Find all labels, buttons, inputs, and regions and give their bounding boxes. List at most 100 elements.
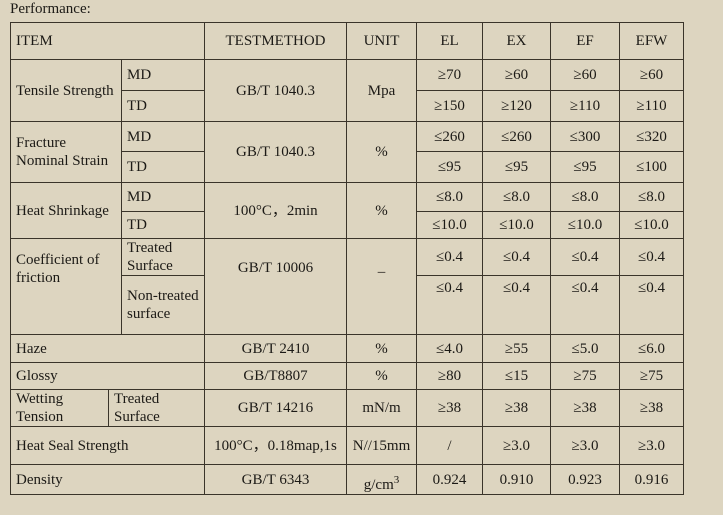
performance-table: ITEM TESTMETHOD UNIT EL EX EF EFW Tensil… xyxy=(10,22,684,495)
value-cell: ≤320 xyxy=(619,121,684,152)
value-cell: 0.924 xyxy=(416,464,483,495)
header-unit: UNIT xyxy=(346,22,417,60)
value-cell: ≥70 xyxy=(416,59,483,91)
test-method: 100°C，2min xyxy=(204,182,347,239)
value-cell: ≥38 xyxy=(482,389,551,427)
unit-base: g/cm xyxy=(363,477,394,493)
value-cell: ≥60 xyxy=(550,59,620,91)
section-caption: Performance: xyxy=(10,1,91,17)
value-cell: ≥120 xyxy=(482,90,551,122)
value-cell: ≥60 xyxy=(482,59,551,91)
value-cell: ≥3.0 xyxy=(619,426,684,465)
table-row: Heat Shrinkage MD 100°C，2min % ≤8.0 ≤8.0… xyxy=(10,182,684,239)
sub-label: TD xyxy=(121,90,205,122)
test-method: GB/T 14216 xyxy=(204,389,347,427)
test-method: 100°C，0.18map,1s xyxy=(204,426,347,465)
value-cell: ≥150 xyxy=(416,90,483,122)
header-method: TESTMETHOD xyxy=(204,22,347,60)
header-grade-ex: EX xyxy=(482,22,551,60)
table-row: Haze GB/T 2410 % ≤4.0 ≥55 ≤5.0 ≤6.0 xyxy=(10,334,684,363)
table-row: Density GB/T 6343 g/cm3 0.924 0.910 0.92… xyxy=(10,464,684,495)
value-cell: ≤0.4 xyxy=(619,275,684,335)
table-row: TD ≤10.0 ≤10.0 ≤10.0 ≤10.0 xyxy=(11,211,684,239)
value-cell: ≥38 xyxy=(550,389,620,427)
header-grade-efw: EFW xyxy=(619,22,684,60)
test-method: GB/T 1040.3 xyxy=(204,121,347,183)
test-method: GB/T8807 xyxy=(204,362,347,390)
sub-label: MD xyxy=(121,182,205,212)
value-cell: ≤0.4 xyxy=(550,275,620,335)
header-row: ITEM TESTMETHOD UNIT EL EX EF EFW xyxy=(10,22,684,60)
table-row: Fracture Nominal Strain MD GB/T 1040.3 %… xyxy=(10,121,684,183)
table-row: Glossy GB/T8807 % ≥80 ≤15 ≥75 ≥75 xyxy=(10,362,684,390)
unit: N//15mm xyxy=(346,426,417,465)
value-cell: ≥75 xyxy=(550,362,620,390)
value-cell: ≤0.4 xyxy=(482,238,551,276)
item-label: Fracture Nominal Strain xyxy=(10,121,122,183)
value-cell: ≤100 xyxy=(619,151,684,183)
value-cell: ≤95 xyxy=(550,151,620,183)
value-cell: ≥38 xyxy=(416,389,483,427)
table-row: Non-treated surface ≤0.4 ≤0.4 ≤0.4 ≤0.4 xyxy=(11,275,684,335)
test-method: GB/T 6343 xyxy=(204,464,347,495)
unit: % xyxy=(346,121,417,183)
sub-label: MD xyxy=(121,59,205,91)
value-cell: ≥80 xyxy=(416,362,483,390)
value-cell: ≤0.4 xyxy=(550,238,620,276)
table-row: TD ≥150 ≥120 ≥110 ≥110 xyxy=(11,90,684,122)
value-cell: ≤5.0 xyxy=(550,334,620,363)
unit: % xyxy=(346,334,417,363)
unit: mN/m xyxy=(346,389,417,427)
value-cell: ≥38 xyxy=(619,389,684,427)
value-cell: ≥110 xyxy=(550,90,620,122)
item-label: Glossy xyxy=(10,362,205,390)
table-row: Heat Seal Strength 100°C，0.18map,1s N//1… xyxy=(10,426,684,465)
value-cell: ≤95 xyxy=(482,151,551,183)
sub-label: MD xyxy=(121,121,205,152)
item-label: Coefficient of friction xyxy=(10,238,122,335)
value-cell: ≤8.0 xyxy=(482,182,551,212)
sub-label: Treated Surface xyxy=(108,389,205,427)
table-row: Coefficient of friction Treated Surface … xyxy=(10,238,684,335)
value-cell: ≤0.4 xyxy=(619,238,684,276)
value-cell: 0.916 xyxy=(619,464,684,495)
item-label: Heat Shrinkage xyxy=(10,182,122,239)
value-cell: ≥60 xyxy=(619,59,684,91)
value-cell: ≥55 xyxy=(482,334,551,363)
table-row: Tensile Strength MD GB/T 1040.3 Mpa ≥70 … xyxy=(10,59,684,122)
value-cell: ≥3.0 xyxy=(482,426,551,465)
header-item: ITEM xyxy=(10,22,205,60)
unit: % xyxy=(346,362,417,390)
value-cell: ≤95 xyxy=(416,151,483,183)
value-cell: ≤10.0 xyxy=(619,211,684,239)
value-cell: ≥75 xyxy=(619,362,684,390)
header-grade-el: EL xyxy=(416,22,483,60)
value-cell: ≤15 xyxy=(482,362,551,390)
unit: % xyxy=(346,182,417,239)
value-cell: / xyxy=(416,426,483,465)
unit: g/cm3 xyxy=(346,464,417,495)
item-label: Density xyxy=(10,464,205,495)
value-cell: ≤8.0 xyxy=(550,182,620,212)
value-cell: ≤8.0 xyxy=(619,182,684,212)
test-method: GB/T 10006 xyxy=(204,238,347,335)
header-grade-ef: EF xyxy=(550,22,620,60)
value-cell: ≤10.0 xyxy=(416,211,483,239)
item-label: Wetting Tension xyxy=(10,389,109,427)
value-cell: ≤0.4 xyxy=(416,275,483,335)
value-cell: ≥3.0 xyxy=(550,426,620,465)
value-cell: ≤6.0 xyxy=(619,334,684,363)
value-cell: 0.910 xyxy=(482,464,551,495)
test-method: GB/T 1040.3 xyxy=(204,59,347,122)
value-cell: ≤10.0 xyxy=(482,211,551,239)
value-cell: ≥110 xyxy=(619,90,684,122)
value-cell: ≤10.0 xyxy=(550,211,620,239)
value-cell: 0.923 xyxy=(550,464,620,495)
item-label: Haze xyxy=(10,334,205,363)
sub-label: Treated Surface xyxy=(121,238,205,276)
item-label: Heat Seal Strength xyxy=(10,426,205,465)
sub-label: Non-treated surface xyxy=(121,275,205,335)
value-cell: ≤300 xyxy=(550,121,620,152)
value-cell: ≤0.4 xyxy=(482,275,551,335)
unit: Mpa xyxy=(346,59,417,122)
